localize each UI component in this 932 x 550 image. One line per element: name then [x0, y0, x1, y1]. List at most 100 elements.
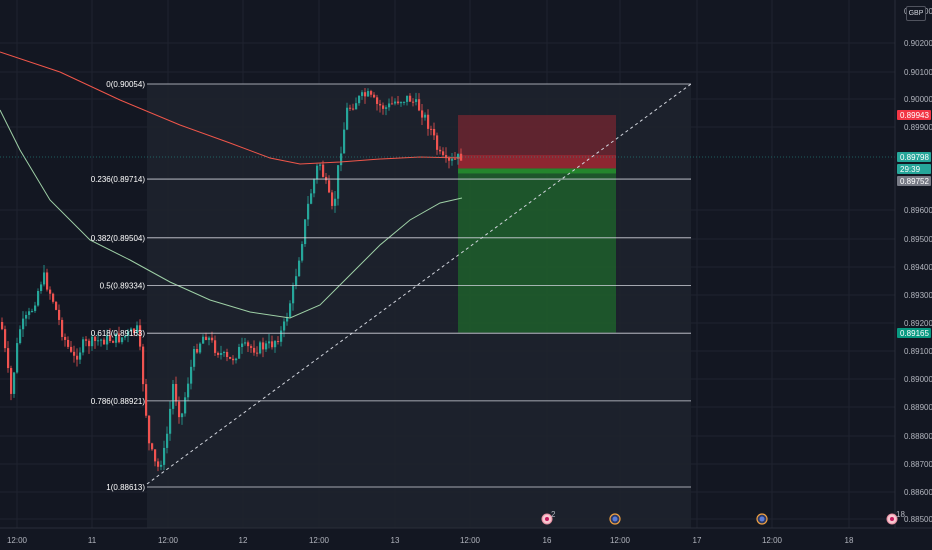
candle-down	[118, 326, 121, 344]
target-price-tag-text: 0.89165	[900, 329, 929, 338]
candle-body	[427, 114, 430, 129]
candle-body	[133, 328, 136, 333]
candle-body	[358, 95, 361, 104]
candle-body	[283, 321, 286, 331]
candle-up	[169, 401, 172, 441]
time-axis-label: 11	[88, 536, 97, 545]
candle-up	[193, 346, 196, 371]
candle-body	[340, 153, 343, 166]
entry-price-tag-bg	[897, 176, 931, 186]
price-axis[interactable]: 0.903000.902000.901000.900000.899000.896…	[894, 0, 932, 550]
economic-event-icon	[756, 513, 768, 525]
candle-body	[28, 311, 31, 315]
fib-level-label: 0.5(0.89334)	[100, 281, 146, 290]
candle-body	[202, 336, 205, 344]
candle-up	[316, 163, 319, 184]
candle-body	[361, 92, 364, 96]
candle-body	[139, 325, 142, 347]
candle-down	[376, 94, 379, 111]
candle-body	[31, 310, 34, 312]
candle-down	[439, 146, 442, 155]
candle-body	[13, 372, 16, 394]
candle-up	[106, 329, 109, 351]
candle-down	[1, 317, 4, 331]
candle-body	[148, 415, 151, 444]
candle-up	[184, 392, 187, 417]
price-axis-label: 0.89500	[904, 235, 932, 244]
bar-countdown-tag-text: 29:39	[900, 165, 921, 174]
time-axis[interactable]: 12:00 11 12:00 12 12:00 13 12:00 16 12:00 17 12:00…	[0, 527, 932, 550]
candle-up	[400, 101, 403, 107]
candle-body	[58, 309, 61, 320]
candle-down	[52, 292, 55, 304]
candle-down	[94, 335, 97, 349]
candle-up	[115, 333, 118, 348]
candle-body	[91, 336, 94, 347]
price-axis-label: 0.89300	[904, 291, 932, 300]
candle-body	[46, 272, 49, 290]
candle-body	[352, 108, 355, 110]
candle-down	[196, 343, 199, 354]
candle-up	[40, 281, 43, 294]
candle-body	[436, 135, 439, 150]
candle-down	[262, 337, 265, 358]
candle-up	[259, 340, 262, 355]
candle-body	[346, 107, 349, 130]
candle-body	[256, 352, 259, 354]
price-axis-label: 0.88800	[904, 432, 932, 441]
candle-body	[136, 325, 139, 333]
candle-body	[187, 383, 190, 398]
candle-body	[205, 336, 208, 341]
candle-body	[409, 95, 412, 102]
candle-up	[181, 412, 184, 425]
candle-up	[16, 337, 19, 374]
take-profit-zone[interactable]	[458, 168, 616, 333]
event-flag-icon: 2	[541, 510, 556, 525]
candle-up	[313, 178, 316, 198]
fibonacci-retracement[interactable]: 0(0.90054) 0.236(0.89714) 0.382(0.89504) 0.…	[91, 80, 691, 492]
candle-down	[277, 336, 280, 345]
entry-price-tag: 0.89752	[897, 176, 931, 186]
candle-down	[253, 340, 256, 356]
candle-body	[313, 179, 316, 194]
candle-body	[370, 91, 373, 95]
candle-body	[277, 341, 280, 343]
candle-body	[4, 329, 7, 349]
candle-up	[28, 307, 31, 320]
candle-down	[397, 96, 400, 105]
trend-line-dashed[interactable]	[146, 83, 692, 485]
candle-body	[331, 192, 334, 206]
candle-down	[232, 355, 235, 365]
candle-body	[25, 314, 28, 319]
candle-body	[64, 336, 67, 340]
candle-up	[451, 152, 454, 166]
candle-body	[7, 348, 10, 369]
candle-down	[58, 304, 61, 326]
current-price-tag-text: 0.89798	[900, 153, 929, 162]
candle-body	[328, 180, 331, 193]
currency-selector[interactable]: GBP	[906, 6, 926, 21]
candle-body	[418, 99, 421, 111]
candle-body	[34, 305, 37, 311]
time-axis-background	[0, 528, 932, 550]
candle-down	[427, 109, 430, 136]
candle-up	[37, 288, 40, 307]
price-axis-label: 0.88500	[904, 515, 932, 524]
candle-body	[235, 358, 238, 361]
candle-up	[289, 300, 292, 318]
candle-down	[214, 335, 217, 357]
candle-body	[244, 342, 247, 344]
candle-body	[307, 203, 310, 220]
candle-up	[172, 380, 175, 415]
candle-down	[4, 325, 7, 353]
candle-body	[304, 219, 307, 245]
time-axis-label: 12	[239, 536, 248, 545]
candle-body	[175, 383, 178, 402]
candle-body	[112, 341, 115, 343]
candle-body	[412, 101, 415, 103]
candle-body	[160, 464, 163, 467]
event-markers: 2 18	[541, 510, 905, 525]
position-tool[interactable]	[458, 115, 616, 333]
candle-body	[376, 97, 379, 104]
